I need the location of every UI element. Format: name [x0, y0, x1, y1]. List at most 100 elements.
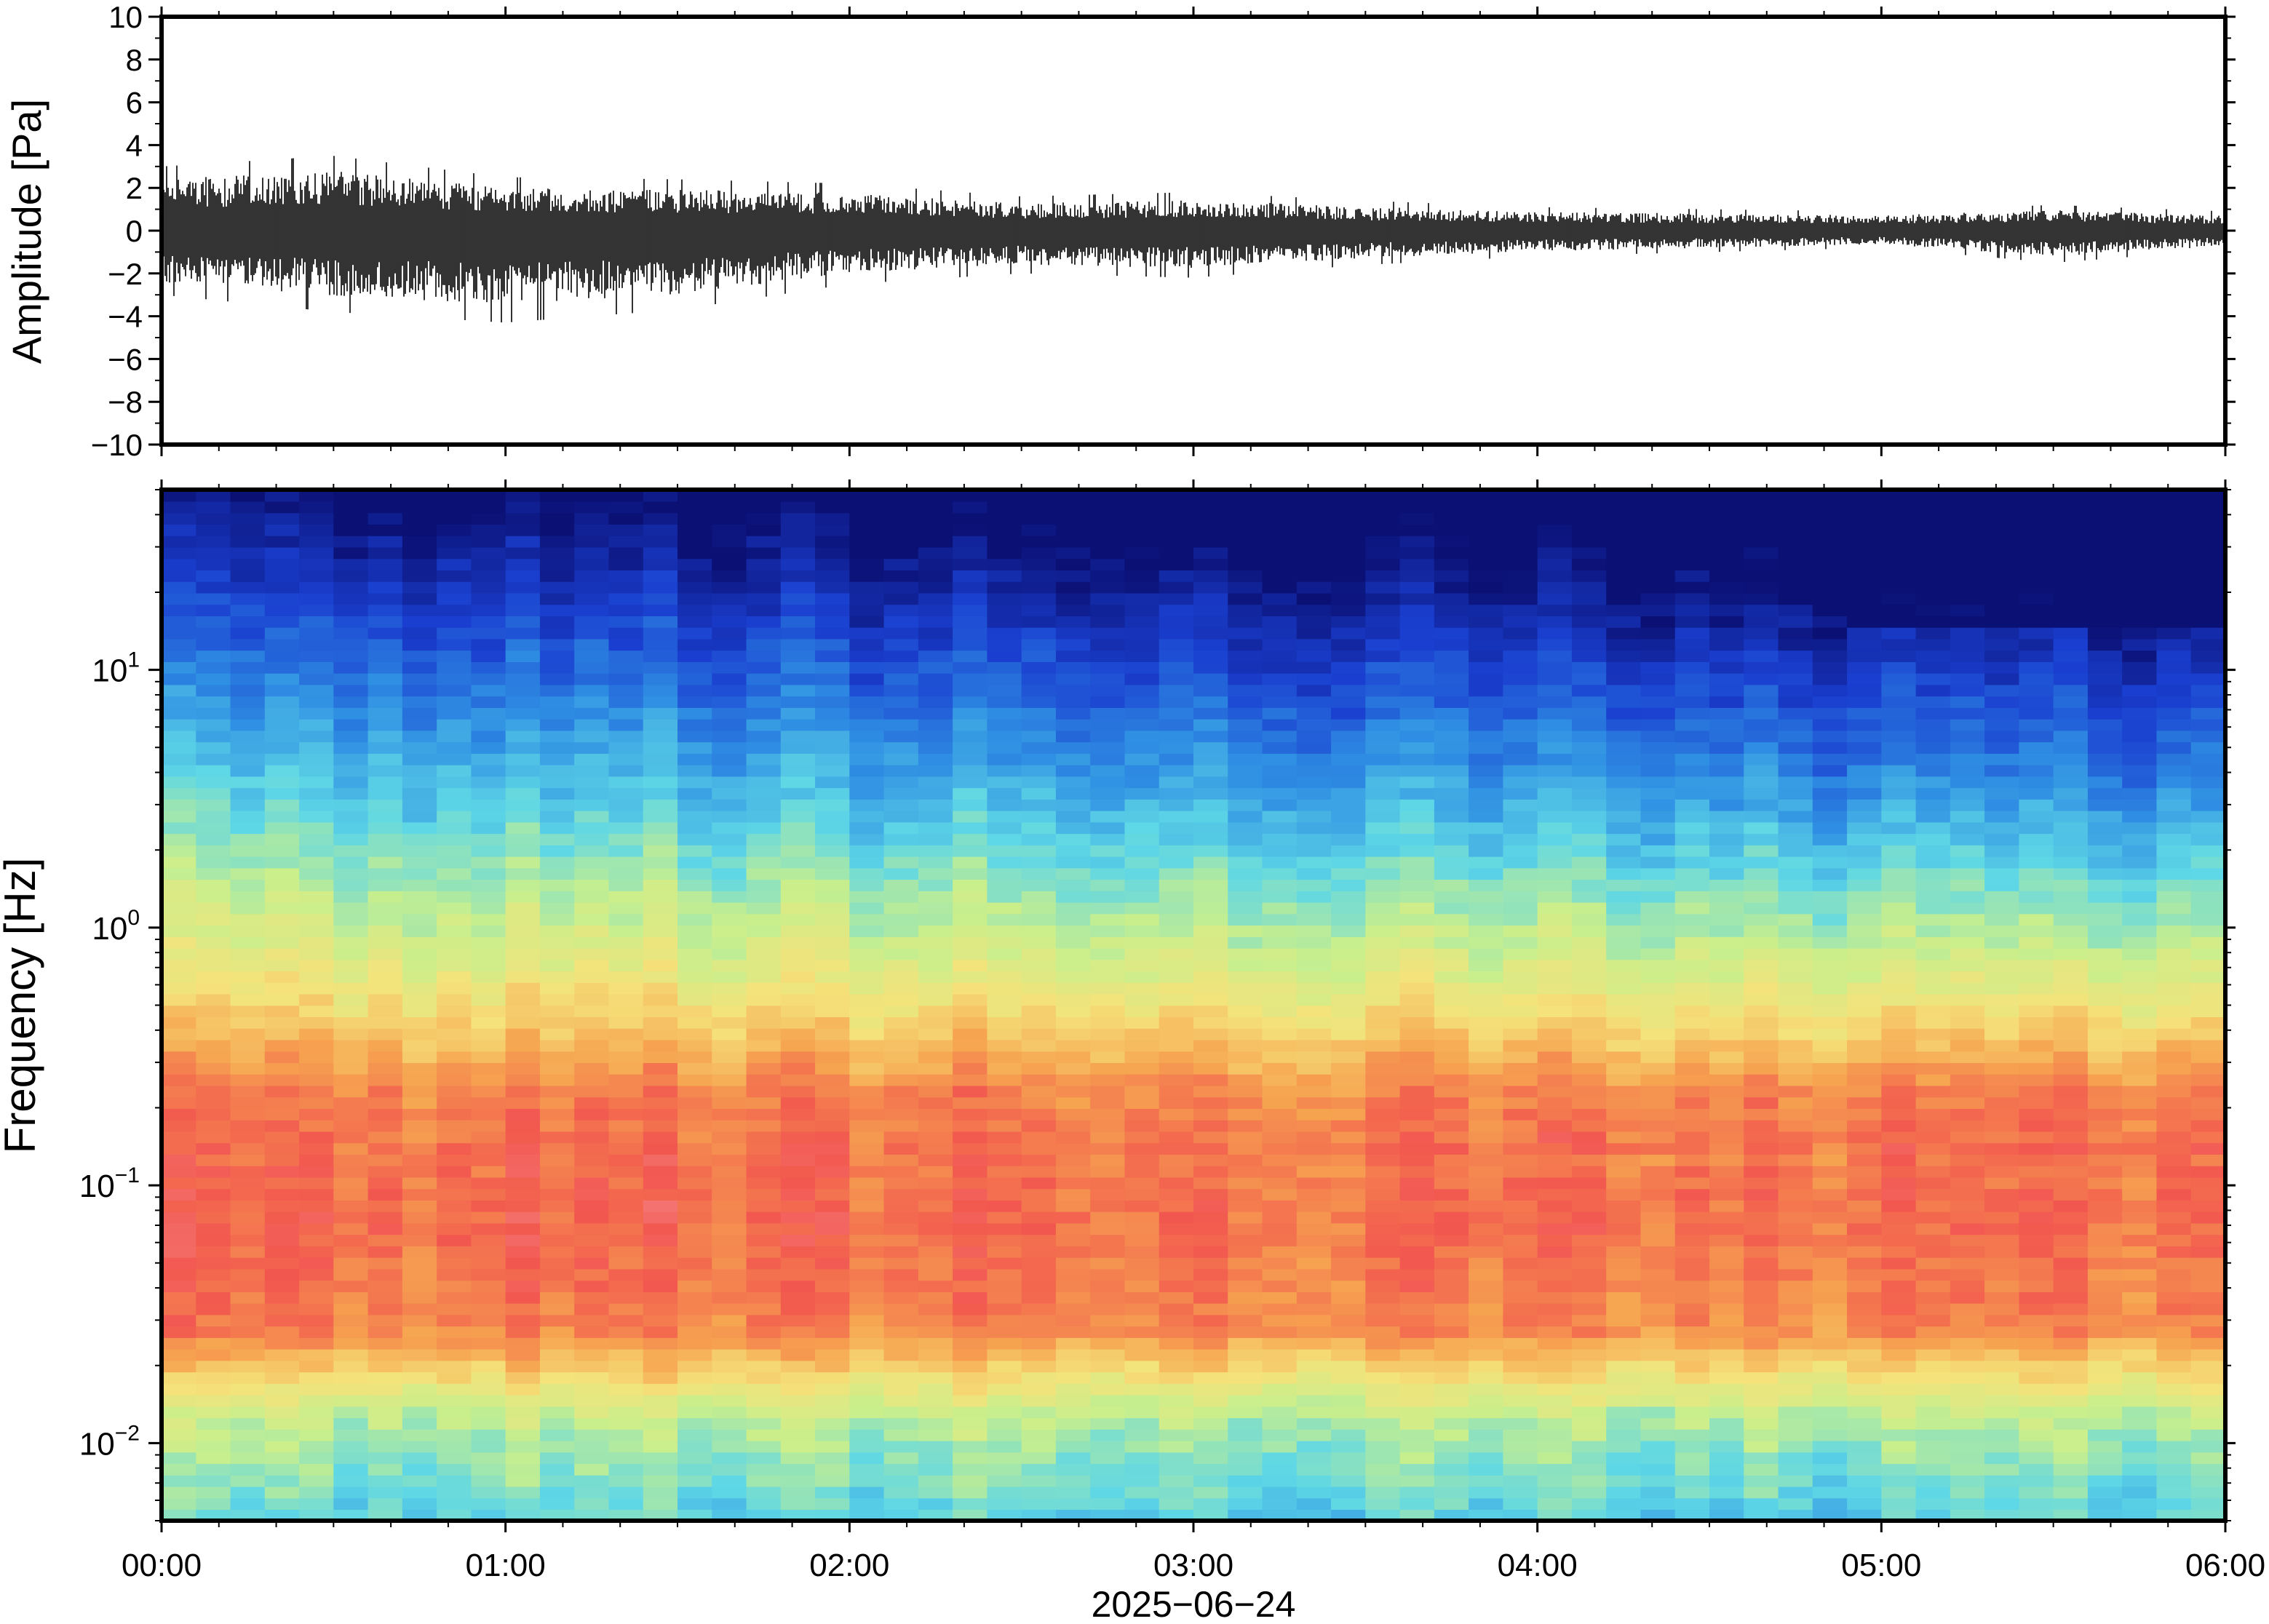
spectrogram-cell	[574, 1142, 610, 1155]
spectrogram-cell	[1469, 718, 1504, 731]
spectrogram-cell	[1881, 845, 1917, 857]
spectrogram-cell	[712, 971, 747, 983]
spectrogram-cell	[1331, 879, 1367, 891]
spectrogram-cell	[746, 821, 782, 835]
spectrogram-cell	[1365, 1372, 1401, 1384]
spectrogram-cell	[1778, 1429, 1813, 1441]
spectrogram-cell	[1674, 1486, 1710, 1499]
spectrogram-cell	[1847, 558, 1883, 571]
spectrogram-cell	[1812, 1394, 1848, 1407]
spectrogram-cell	[1606, 1360, 1642, 1373]
spectrogram-cell	[918, 993, 953, 1006]
spectrogram-cell	[1571, 959, 1607, 972]
spectrogram-cell	[471, 638, 506, 651]
spectrogram-cell	[746, 490, 782, 502]
spectrogram-cell	[608, 1497, 644, 1510]
spectrogram-cell	[815, 1131, 851, 1144]
spectrogram-cell	[1090, 993, 1126, 1006]
spectrogram-cell	[1847, 879, 1883, 891]
spectrogram-cell	[505, 1486, 541, 1499]
spectrogram-cell	[1674, 696, 1710, 708]
spectrogram-cell	[1021, 535, 1057, 548]
spectrogram-cell	[643, 1096, 678, 1109]
spectrogram-cell	[1915, 1222, 1951, 1235]
spectrogram-cell	[1399, 1302, 1435, 1315]
spectrogram-cell	[333, 1497, 369, 1510]
spectrogram-cell	[1674, 741, 1710, 754]
spectrogram-cell	[1709, 1372, 1745, 1384]
spectrogram-cell	[1606, 810, 1642, 823]
spectrogram-cell	[162, 1486, 197, 1499]
spectrogram-cell	[1365, 1108, 1401, 1121]
spectrogram-cell	[1571, 604, 1607, 616]
spectrogram-cell	[1262, 810, 1298, 823]
spectrogram-cell	[1055, 1188, 1091, 1201]
spectrogram-cell	[883, 1234, 919, 1246]
spectrogram-cell	[1055, 947, 1091, 960]
spectrogram-cell	[1434, 1131, 1469, 1144]
spectrogram-cell	[1469, 1268, 1504, 1281]
spectrogram-cell	[1709, 1222, 1745, 1235]
spectrogram-cell	[299, 845, 335, 857]
spectrogram-cell	[196, 1360, 231, 1373]
spectrogram-cell	[1469, 891, 1504, 903]
spectrogram-cell	[1537, 1326, 1573, 1338]
spectrogram-cell	[333, 959, 369, 972]
spectrogram-cell	[815, 821, 851, 835]
spectrogram-cell	[1812, 524, 1848, 536]
spectrogram-cell	[1571, 1291, 1607, 1304]
spectrogram-cell	[264, 810, 300, 823]
spectrogram-cell	[1812, 1246, 1848, 1258]
spectrogram-cell	[746, 1348, 782, 1361]
spectrogram-cell	[1124, 1280, 1160, 1292]
spectrogram-cell	[299, 787, 335, 800]
spectrogram-cell	[1124, 821, 1160, 835]
spectrogram-cell	[1778, 535, 1813, 548]
spectrogram-cell	[1331, 1119, 1367, 1132]
spectrogram-cell	[643, 672, 678, 685]
spectrogram-cell	[1709, 764, 1745, 777]
spectrogram-cell	[402, 1108, 437, 1121]
spectrogram-cell	[230, 776, 266, 789]
spectrogram-cell	[539, 936, 575, 949]
spectrogram-cell	[1021, 626, 1057, 640]
spectrogram-cell	[1984, 810, 2020, 823]
spectrogram-cell	[883, 1096, 919, 1109]
spectrogram-cell	[230, 1440, 266, 1453]
spectrogram-cell	[1984, 799, 2020, 811]
spectrogram-cell	[299, 661, 335, 674]
spectrogram-cell	[1606, 787, 1642, 800]
spectrogram-cell	[953, 1291, 988, 1304]
spectrogram-cell	[402, 730, 437, 743]
spectrogram-cell	[643, 524, 678, 536]
spectrogram-cell	[1159, 913, 1194, 926]
spectrogram-cell	[1674, 1360, 1710, 1373]
spectrogram-cell	[1571, 1177, 1607, 1190]
spectrogram-cell	[987, 1165, 1022, 1178]
spectrogram-cell	[1881, 799, 1917, 811]
spectrogram-cell	[1090, 1085, 1126, 1098]
spectrogram-cell	[1915, 1234, 1951, 1246]
spectrogram-cell	[1434, 856, 1469, 869]
spectrogram-cell	[1571, 524, 1607, 536]
spectrogram-cell	[1812, 1200, 1848, 1212]
spectrogram-cell	[1055, 672, 1091, 685]
spectrogram-cell	[471, 696, 506, 708]
spectrogram-cell	[333, 1475, 369, 1487]
spectrogram-cell	[1915, 1497, 1951, 1510]
spectrogram-cell	[1124, 891, 1160, 903]
spectrogram-cell	[1640, 1177, 1676, 1190]
spectrogram-cell	[1124, 901, 1160, 915]
spectrogram-cell	[987, 718, 1022, 731]
spectrogram-cell	[1503, 581, 1538, 594]
spectrogram-cell	[471, 1302, 506, 1315]
spectrogram-cell	[1674, 1211, 1710, 1224]
spectrogram-cell	[712, 1406, 747, 1419]
spectrogram-cell	[1571, 1016, 1607, 1029]
spectrogram-cell	[1469, 1211, 1504, 1224]
spectrogram-cell	[1744, 1509, 1779, 1521]
spectrogram-cell	[1881, 672, 1917, 685]
spectrogram-cell	[162, 1096, 197, 1109]
spectrogram-cell	[953, 707, 988, 720]
spectrogram-cell	[505, 879, 541, 891]
